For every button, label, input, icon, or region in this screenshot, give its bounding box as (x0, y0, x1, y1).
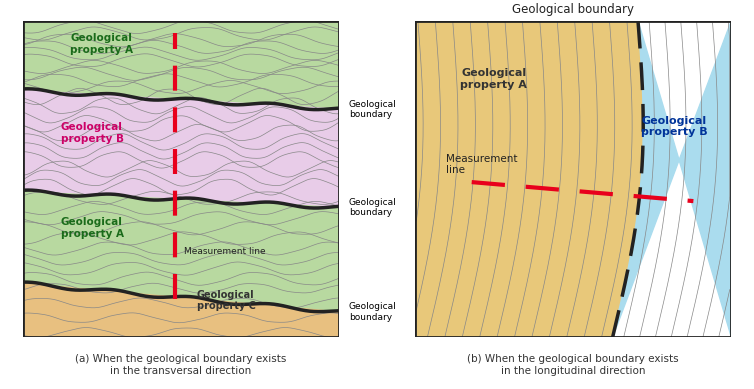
Text: Geological
property C: Geological property C (197, 290, 256, 311)
Text: Measurement line: Measurement line (184, 247, 265, 256)
Text: Geological
property A: Geological property A (461, 68, 527, 90)
Polygon shape (23, 90, 339, 207)
Text: Geological
boundary: Geological boundary (349, 100, 397, 119)
Text: Geological
property A: Geological property A (70, 33, 133, 55)
Text: Geological boundary: Geological boundary (512, 3, 634, 16)
Polygon shape (23, 284, 339, 337)
Text: Geological
boundary: Geological boundary (349, 302, 397, 322)
Polygon shape (23, 192, 339, 312)
Text: Measurement
line: Measurement line (446, 154, 518, 175)
Text: (b) When the geological boundary exists
in the longitudinal direction: (b) When the geological boundary exists … (467, 354, 679, 376)
Text: Geological
boundary: Geological boundary (349, 198, 397, 217)
Polygon shape (612, 21, 731, 337)
Text: Geological
property A: Geological property A (60, 217, 124, 238)
Text: Geological
property B: Geological property B (641, 116, 708, 137)
Text: (a) When the geological boundary exists
in the transversal direction: (a) When the geological boundary exists … (75, 354, 287, 376)
Text: Geological
property B: Geological property B (60, 122, 124, 144)
Polygon shape (23, 21, 339, 109)
Polygon shape (415, 21, 643, 337)
